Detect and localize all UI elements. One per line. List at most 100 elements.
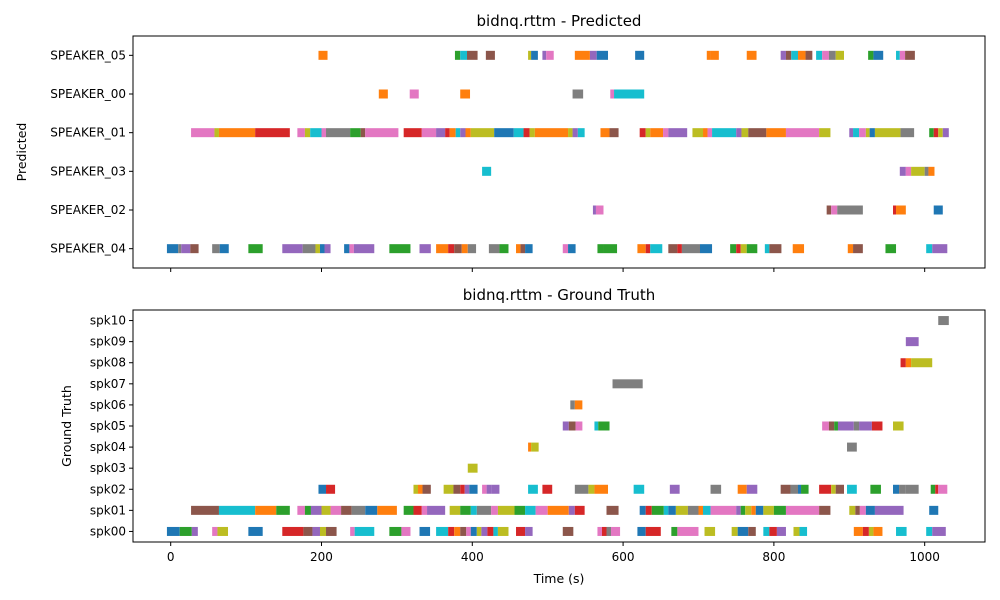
segment-spk05-16: [837, 421, 854, 431]
segment-spk01-105: [745, 505, 752, 515]
segment-speaker_01-67: [639, 128, 646, 138]
segment-spk01-109: [773, 505, 786, 515]
segment-speaker_01-86: [869, 128, 875, 138]
segment-spk00-170: [926, 526, 933, 536]
segment-spk00-152: [637, 526, 646, 536]
segment-speaker_01-61: [534, 128, 569, 138]
segment-speaker_02-99: [592, 205, 596, 215]
segment-speaker_05-5: [528, 50, 532, 60]
segment-speaker_01-51: [445, 128, 450, 138]
predicted-ylabel: Predicted: [14, 123, 29, 182]
y-tick-label-speaker_04: SPEAKER_04: [50, 242, 126, 256]
segment-spk00-125: [303, 526, 313, 536]
segment-speaker_04-116: [315, 244, 320, 254]
y-tick-label-spk08: spk08: [90, 356, 126, 370]
segment-spk01-90: [568, 505, 575, 515]
segment-spk02-28: [418, 484, 423, 494]
segment-speaker_01-46: [360, 128, 366, 138]
segment-spk10-0: [938, 316, 949, 326]
segment-spk01-101: [703, 505, 711, 515]
segment-spk00-171: [932, 526, 946, 536]
segment-spk02-59: [905, 484, 919, 494]
segment-spk01-85: [497, 505, 515, 515]
segment-speaker_01-70: [663, 128, 669, 138]
segment-spk07-5: [612, 379, 643, 389]
segment-spk02-42: [594, 484, 609, 494]
y-tick-label-speaker_02: SPEAKER_02: [50, 203, 126, 217]
segment-spk02-27: [413, 484, 418, 494]
y-tick-label-spk03: spk03: [90, 461, 126, 475]
segment-spk00-144: [497, 526, 509, 536]
segment-spk01-79: [427, 505, 446, 515]
segment-speaker_05-10: [589, 50, 597, 60]
segment-speaker_04-118: [324, 244, 331, 254]
segment-spk02-53: [831, 484, 836, 494]
segment-spk00-126: [312, 526, 320, 536]
segment-spk05-17: [853, 421, 860, 431]
segment-spk01-95: [651, 505, 664, 515]
segment-spk00-158: [737, 526, 749, 536]
segment-spk01-110: [785, 505, 820, 515]
segment-speaker_04-117: [319, 244, 325, 254]
segment-speaker_02-106: [933, 205, 943, 215]
segment-speaker_04-114: [282, 244, 303, 254]
segment-speaker_04-127: [461, 244, 468, 254]
segment-speaker_04-139: [645, 244, 651, 254]
predicted-axes-frame: [132, 35, 986, 269]
segment-speaker_05-16: [780, 50, 786, 60]
segment-speaker_05-4: [485, 50, 495, 60]
segment-speaker_04-149: [764, 244, 770, 254]
segment-speaker_05-14: [710, 50, 719, 60]
segment-speaker_05-19: [798, 50, 806, 60]
y-tick-label-spk05: spk05: [90, 419, 126, 433]
segment-speaker_02-101: [826, 205, 832, 215]
segment-spk02-41: [588, 484, 595, 494]
segment-speaker_00-33: [572, 89, 584, 99]
segment-speaker_01-50: [436, 128, 446, 138]
y-tick-label-spk04: spk04: [90, 440, 126, 454]
segment-spk01-117: [929, 505, 939, 515]
segment-speaker_05-6: [531, 50, 538, 60]
segment-speaker_01-71: [668, 128, 688, 138]
segment-speaker_01-73: [703, 128, 708, 138]
segment-spk00-131: [389, 526, 402, 536]
segment-speaker_04-123: [419, 244, 431, 254]
segment-spk01-78: [421, 505, 428, 515]
segment-spk01-107: [755, 505, 764, 515]
segment-spk02-61: [935, 484, 939, 494]
segment-speaker_00-31: [409, 89, 419, 99]
segment-spk01-112: [849, 505, 856, 515]
segment-speaker_05-21: [816, 50, 823, 60]
segment-spk01-77: [413, 505, 422, 515]
segment-speaker_01-38: [218, 128, 256, 138]
segment-speaker_04-146: [736, 244, 741, 254]
segment-speaker_01-84: [859, 128, 866, 138]
segment-spk01-71: [330, 505, 342, 515]
segment-spk01-81: [460, 505, 471, 515]
segment-speaker_01-41: [304, 128, 311, 138]
segment-speaker_01-62: [568, 128, 573, 138]
segment-speaker_04-134: [562, 244, 569, 254]
segment-speaker_01-54: [460, 128, 466, 138]
segment-speaker_05-0: [318, 50, 328, 60]
segment-spk02-29: [422, 484, 431, 494]
segment-spk05-20: [893, 421, 904, 431]
segment-speaker_05-29: [905, 50, 915, 60]
x-tick-label-1000: 1000: [909, 550, 940, 564]
segment-spk05-19: [871, 421, 883, 431]
segment-spk05-8: [562, 421, 569, 431]
segment-spk02-58: [899, 484, 906, 494]
segment-spk00-148: [597, 526, 602, 536]
segment-speaker_01-40: [297, 128, 305, 138]
segment-speaker_02-100: [595, 205, 604, 215]
segment-speaker_05-8: [546, 50, 554, 60]
segment-spk02-36: [486, 484, 492, 494]
segment-speaker_04-126: [454, 244, 462, 254]
segment-speaker_02-105: [896, 205, 906, 215]
segment-spk08-2: [900, 358, 906, 368]
segment-spk02-43: [633, 484, 645, 494]
segment-speaker_05-9: [574, 50, 590, 60]
segment-speaker_01-65: [600, 128, 610, 138]
segment-speaker_04-137: [603, 244, 618, 254]
segment-spk02-48: [780, 484, 791, 494]
